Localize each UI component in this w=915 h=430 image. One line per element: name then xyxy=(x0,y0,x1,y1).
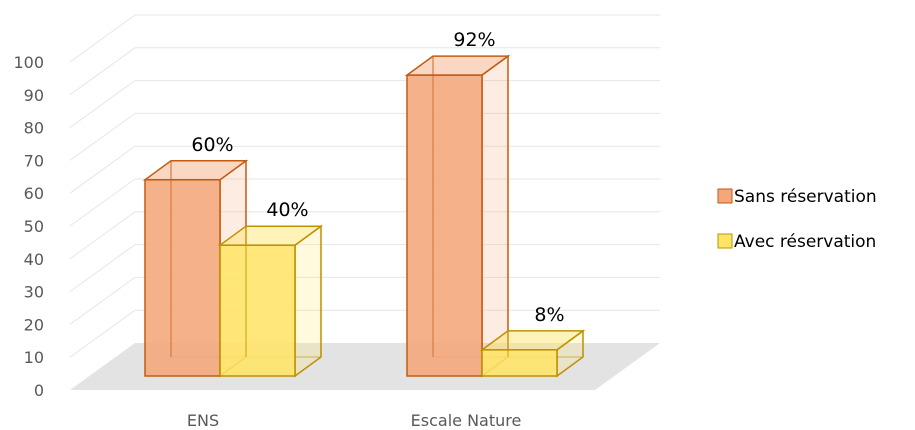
gridline xyxy=(70,48,660,95)
bar-side xyxy=(482,56,508,376)
y-tick-label: 10 xyxy=(24,348,44,367)
x-axis: ENS Escale Nature xyxy=(187,411,521,430)
legend-item: Avec réservation xyxy=(718,232,876,252)
legend-item: Sans réservation xyxy=(718,187,877,207)
y-tick-label: 90 xyxy=(24,86,44,105)
bar-front xyxy=(220,245,295,376)
data-label: 92% xyxy=(453,29,495,51)
y-tick-label: 80 xyxy=(24,119,44,138)
y-tick-label: 70 xyxy=(24,151,44,170)
y-tick-label: 0 xyxy=(34,381,44,400)
y-tick-label: 30 xyxy=(24,283,44,302)
bar xyxy=(220,226,321,376)
legend-swatch xyxy=(718,189,732,203)
y-axis: 0 10 20 30 40 50 60 70 80 90 100 xyxy=(13,53,44,400)
x-tick-label: ENS xyxy=(187,411,219,430)
legend-swatch xyxy=(718,234,732,248)
bar-front xyxy=(145,180,220,376)
bar-side xyxy=(295,226,321,376)
legend-label: Avec réservation xyxy=(734,232,876,252)
data-label: 8% xyxy=(534,304,564,326)
gridline xyxy=(70,15,660,62)
x-tick-label: Escale Nature xyxy=(411,411,522,430)
y-tick-label: 50 xyxy=(24,217,44,236)
legend-label: Sans réservation xyxy=(734,187,877,207)
bar xyxy=(407,56,508,376)
bar-front xyxy=(482,350,557,376)
gridline xyxy=(70,81,660,128)
y-tick-label: 40 xyxy=(24,250,44,269)
y-tick-label: 100 xyxy=(13,53,44,72)
y-tick-label: 60 xyxy=(24,184,44,203)
gridline xyxy=(70,113,660,160)
y-tick-label: 20 xyxy=(24,315,44,334)
bar-front xyxy=(407,75,482,376)
legend: Sans réservation Avec réservation xyxy=(718,187,877,252)
data-label: 40% xyxy=(266,199,308,221)
data-label: 60% xyxy=(191,134,233,156)
bars xyxy=(145,56,583,376)
